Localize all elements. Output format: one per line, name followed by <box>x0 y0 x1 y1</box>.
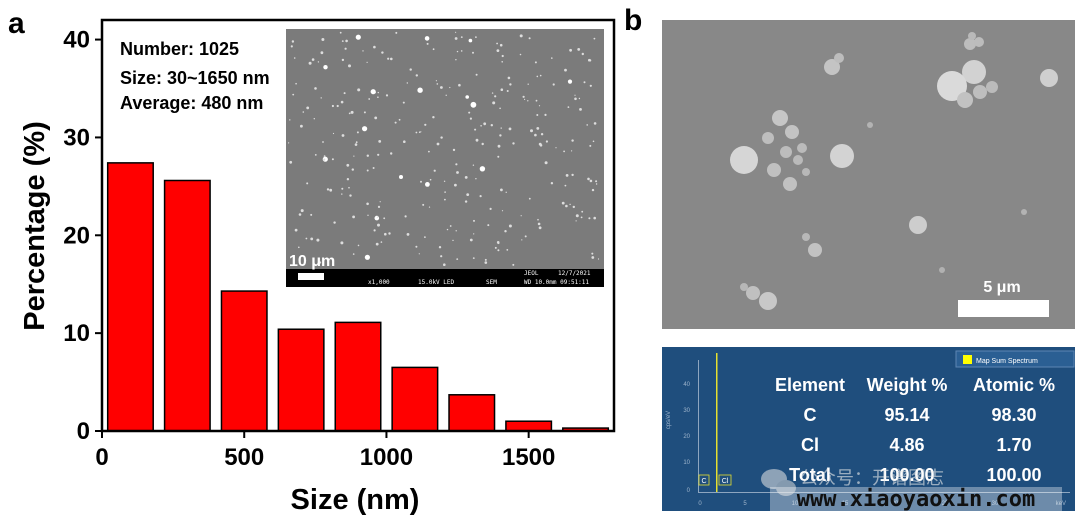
y-tick-label: 0 <box>77 418 90 445</box>
eds-table-cell: Cl <box>801 435 819 455</box>
eds-table-cell: 98.30 <box>991 405 1036 425</box>
annotation-average: Average: 480 nm <box>120 93 263 113</box>
watermark-url: www.xiaoyaoxin.com <box>797 487 1035 512</box>
eds-x-tick: 5 <box>743 501 747 507</box>
bar <box>277 328 325 432</box>
inset-scale-bar <box>298 273 324 280</box>
eds-table-cell: 95.14 <box>884 405 929 425</box>
eds-x-tick: 25 <box>942 501 949 507</box>
eds-y-tick: 30 <box>683 408 690 414</box>
sem-particles <box>730 32 1058 310</box>
x-axis-title: Size (nm) <box>291 484 420 516</box>
annotation-number: Number: 1025 <box>120 39 239 59</box>
eds-y-tick: 20 <box>683 434 690 440</box>
bar <box>505 420 553 432</box>
eds-table-header: Weight % <box>867 375 948 395</box>
eds-legend-swatch <box>963 355 972 364</box>
eds-x-unit: keV <box>1056 501 1066 507</box>
panel-b: b <box>624 4 1075 512</box>
y-tick-label: 40 <box>63 27 90 54</box>
x-tick-label: 1500 <box>502 444 555 471</box>
eds-table-header: Element <box>775 375 845 395</box>
inset-particles <box>288 31 600 266</box>
eds-table-cell: 100.00 <box>986 465 1041 485</box>
bar <box>106 162 154 432</box>
panel-label-a: a <box>8 7 25 40</box>
eds-peak-line <box>716 353 718 492</box>
bar <box>448 394 496 432</box>
eds-table-cell: 1.70 <box>996 435 1031 455</box>
eds-table-cell: 4.86 <box>889 435 924 455</box>
inset-mode: SEM <box>486 279 497 286</box>
annotation-size: Size: 30~1650 nm <box>120 68 270 88</box>
plot-frame <box>100 18 616 433</box>
bar <box>163 179 211 432</box>
sem-image: 5 μm <box>662 20 1075 329</box>
panel-label-b: b <box>624 4 642 37</box>
x-tick-label: 500 <box>224 444 264 471</box>
eds-x-tick: 20 <box>892 501 899 507</box>
eds-table-cell: C <box>804 405 817 425</box>
inset-mag: x1,000 <box>368 279 390 286</box>
eds-y-tick: 10 <box>683 460 690 466</box>
eds-x-tick: 15 <box>842 501 849 507</box>
eds-x-tick: 30 <box>992 501 999 507</box>
y-tick-label: 30 <box>63 124 90 151</box>
y-tick-label: 20 <box>63 222 90 249</box>
eds-peak-label: Cl <box>722 478 729 485</box>
eds-table-cell: Total <box>789 465 831 485</box>
bar <box>391 366 439 432</box>
eds-peak-label: C <box>701 478 706 485</box>
eds-x-tick: 0 <box>698 501 702 507</box>
eds-legend-box <box>955 350 1075 368</box>
inset-sem-image: 10 μm JEOL 12/7/2021 x1,000 15.0kV LED S… <box>286 29 604 287</box>
sem-scale-label: 5 μm <box>983 279 1020 296</box>
wechat-icon <box>761 469 796 496</box>
x-tick-label: 1000 <box>360 444 413 471</box>
eds-y-tick: 0 <box>687 488 691 494</box>
y-axis-title: Percentage (%) <box>19 121 51 331</box>
axis-ticks: 0 500 1000 1500 0 10 20 30 40 <box>63 27 555 471</box>
eds-spectrum-panel: Map Sum Spectrum cps/eV 40 30 20 10 0 0 … <box>662 347 1075 511</box>
y-tick-label: 10 <box>63 320 90 347</box>
sem-scale-bar <box>958 300 1049 317</box>
inset-scale-label: 10 μm <box>289 253 335 270</box>
inset-kv: 15.0kV LED <box>418 279 455 286</box>
eds-y-tick: 40 <box>683 382 690 388</box>
eds-table-header: Atomic % <box>973 375 1055 395</box>
inset-vendor: JEOL <box>524 270 539 277</box>
eds-x-tick: 10 <box>792 501 799 507</box>
inset-wd: WD 10.0mm 09:51:11 <box>524 279 589 286</box>
eds-y-axis-label: cps/eV <box>666 411 672 429</box>
bar <box>334 321 382 432</box>
size-distribution-chart: a 0 500 1000 1500 0 10 20 30 40 Size (nm) Percen… <box>8 7 616 516</box>
inset-date: 12/7/2021 <box>558 270 591 277</box>
x-tick-label: 0 <box>95 444 108 471</box>
eds-table-cell: 100.00 <box>879 465 934 485</box>
bar <box>220 290 268 432</box>
bars <box>106 162 610 432</box>
eds-legend-label: Map Sum Spectrum <box>976 358 1038 365</box>
watermark: 公众号：开谱图志 www.xiaoyaoxin.com <box>761 468 1062 512</box>
watermark-wechat-text: 公众号：开谱图志 <box>800 468 944 488</box>
